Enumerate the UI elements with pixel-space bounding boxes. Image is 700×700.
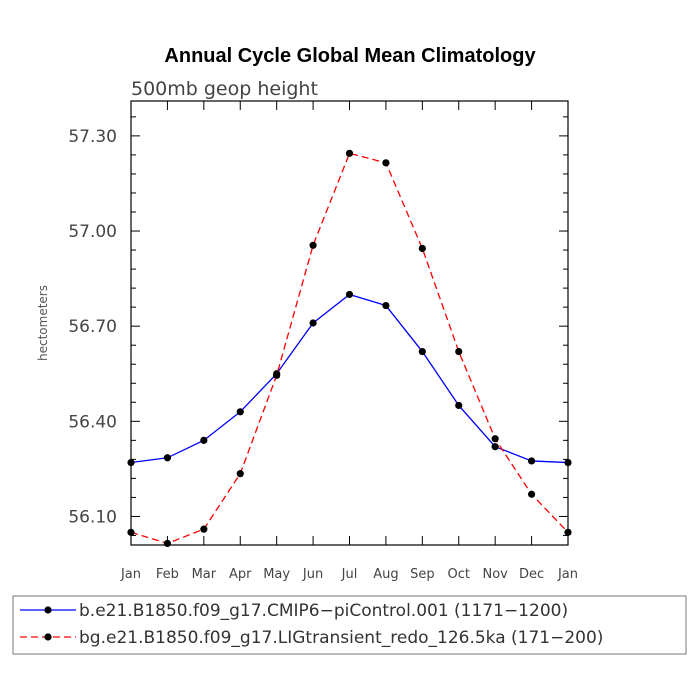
legend: b.e21.B1850.f09_g17.CMIP6−piControl.001 … bbox=[12, 595, 687, 655]
y-tick-label: 57.00 bbox=[68, 222, 117, 242]
series-1-point bbox=[564, 458, 572, 467]
series-line-1 bbox=[130, 293, 569, 464]
series-1-point bbox=[127, 458, 135, 467]
series-2-point bbox=[418, 244, 426, 253]
x-tick-label: Nov bbox=[482, 567, 508, 582]
plot-frame bbox=[130, 100, 569, 546]
y-tick-label: 56.10 bbox=[68, 507, 117, 527]
plot-area: 56.10 56.40 56.70 57.00 57.30 Jan Feb Mar Apr May… bbox=[68, 100, 578, 582]
series-2-point bbox=[273, 371, 281, 379]
series-2-point bbox=[127, 528, 135, 536]
series-2-point bbox=[163, 539, 172, 548]
series-1-point bbox=[491, 443, 499, 451]
legend-box bbox=[12, 595, 687, 655]
chart-title: Annual Cycle Global Mean Climatology bbox=[164, 45, 536, 67]
series-1-point bbox=[309, 319, 317, 327]
legend-label-2: bg.e21.B1850.f09_g17.LIGtransient_redo_1… bbox=[79, 628, 603, 648]
series-1-point bbox=[236, 408, 244, 416]
legend-marker-1 bbox=[44, 606, 52, 614]
series-1-point bbox=[455, 401, 463, 410]
legend-marker-2 bbox=[44, 633, 52, 641]
series-1-point bbox=[163, 454, 172, 462]
series-2-point bbox=[345, 149, 354, 157]
x-tick-label: Apr bbox=[229, 567, 252, 582]
x-tick-label: Jan bbox=[120, 567, 141, 582]
x-tick-label: Feb bbox=[156, 567, 179, 582]
x-tick-label: Jan bbox=[557, 567, 578, 582]
y-tick-label: 56.70 bbox=[68, 317, 117, 337]
series-1-point bbox=[418, 347, 426, 356]
x-tick-label: Dec bbox=[519, 567, 544, 582]
series-1-point bbox=[200, 436, 208, 444]
series-2-point bbox=[564, 528, 572, 536]
series-2-point bbox=[527, 490, 536, 498]
series-1-point bbox=[382, 301, 390, 310]
series-2-point bbox=[455, 347, 463, 356]
x-tick-label: May bbox=[263, 567, 290, 582]
y-tick-label: 57.30 bbox=[68, 127, 117, 147]
series-line-2 bbox=[130, 152, 569, 545]
series-1-point bbox=[527, 457, 536, 465]
x-tick-label: Jun bbox=[302, 567, 323, 582]
y-axis-label: hectometers bbox=[36, 285, 50, 361]
legend-label-1: b.e21.B1850.f09_g17.CMIP6−piControl.001 … bbox=[79, 601, 568, 621]
series-2-point bbox=[200, 525, 208, 533]
x-tick-label: Jul bbox=[341, 567, 358, 582]
series-2-point bbox=[491, 435, 499, 443]
y-tick-label: 56.40 bbox=[68, 412, 117, 432]
x-tick-label: Aug bbox=[373, 567, 398, 582]
series-1-point bbox=[345, 290, 354, 299]
x-tick-label: Oct bbox=[448, 567, 470, 582]
x-tick-label: Mar bbox=[192, 567, 217, 582]
series-2-point bbox=[236, 470, 244, 478]
series-2-point bbox=[309, 241, 317, 249]
series-2-point bbox=[382, 159, 390, 167]
x-tick-label: Sep bbox=[410, 567, 435, 582]
chart-subtitle: 500mb geop height bbox=[131, 78, 318, 100]
